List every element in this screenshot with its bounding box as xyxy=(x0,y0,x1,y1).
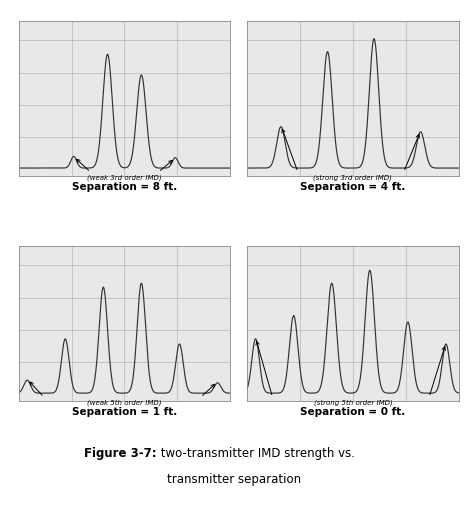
Text: (strong 3rd order IMD): (strong 3rd order IMD) xyxy=(314,174,392,181)
Text: (strong 5th order IMD): (strong 5th order IMD) xyxy=(314,399,392,406)
Text: two-transmitter IMD strength vs.: two-transmitter IMD strength vs. xyxy=(157,447,355,460)
X-axis label: Separation = 0 ft.: Separation = 0 ft. xyxy=(300,407,405,417)
X-axis label: Separation = 1 ft.: Separation = 1 ft. xyxy=(72,407,177,417)
Text: (weak 5th order IMD): (weak 5th order IMD) xyxy=(87,399,162,406)
Text: transmitter separation: transmitter separation xyxy=(167,473,301,486)
X-axis label: Separation = 4 ft.: Separation = 4 ft. xyxy=(300,182,406,192)
Text: Figure 3-7:: Figure 3-7: xyxy=(84,447,157,460)
X-axis label: Separation = 8 ft.: Separation = 8 ft. xyxy=(72,182,177,192)
Text: (weak 3rd order IMD): (weak 3rd order IMD) xyxy=(87,174,162,181)
